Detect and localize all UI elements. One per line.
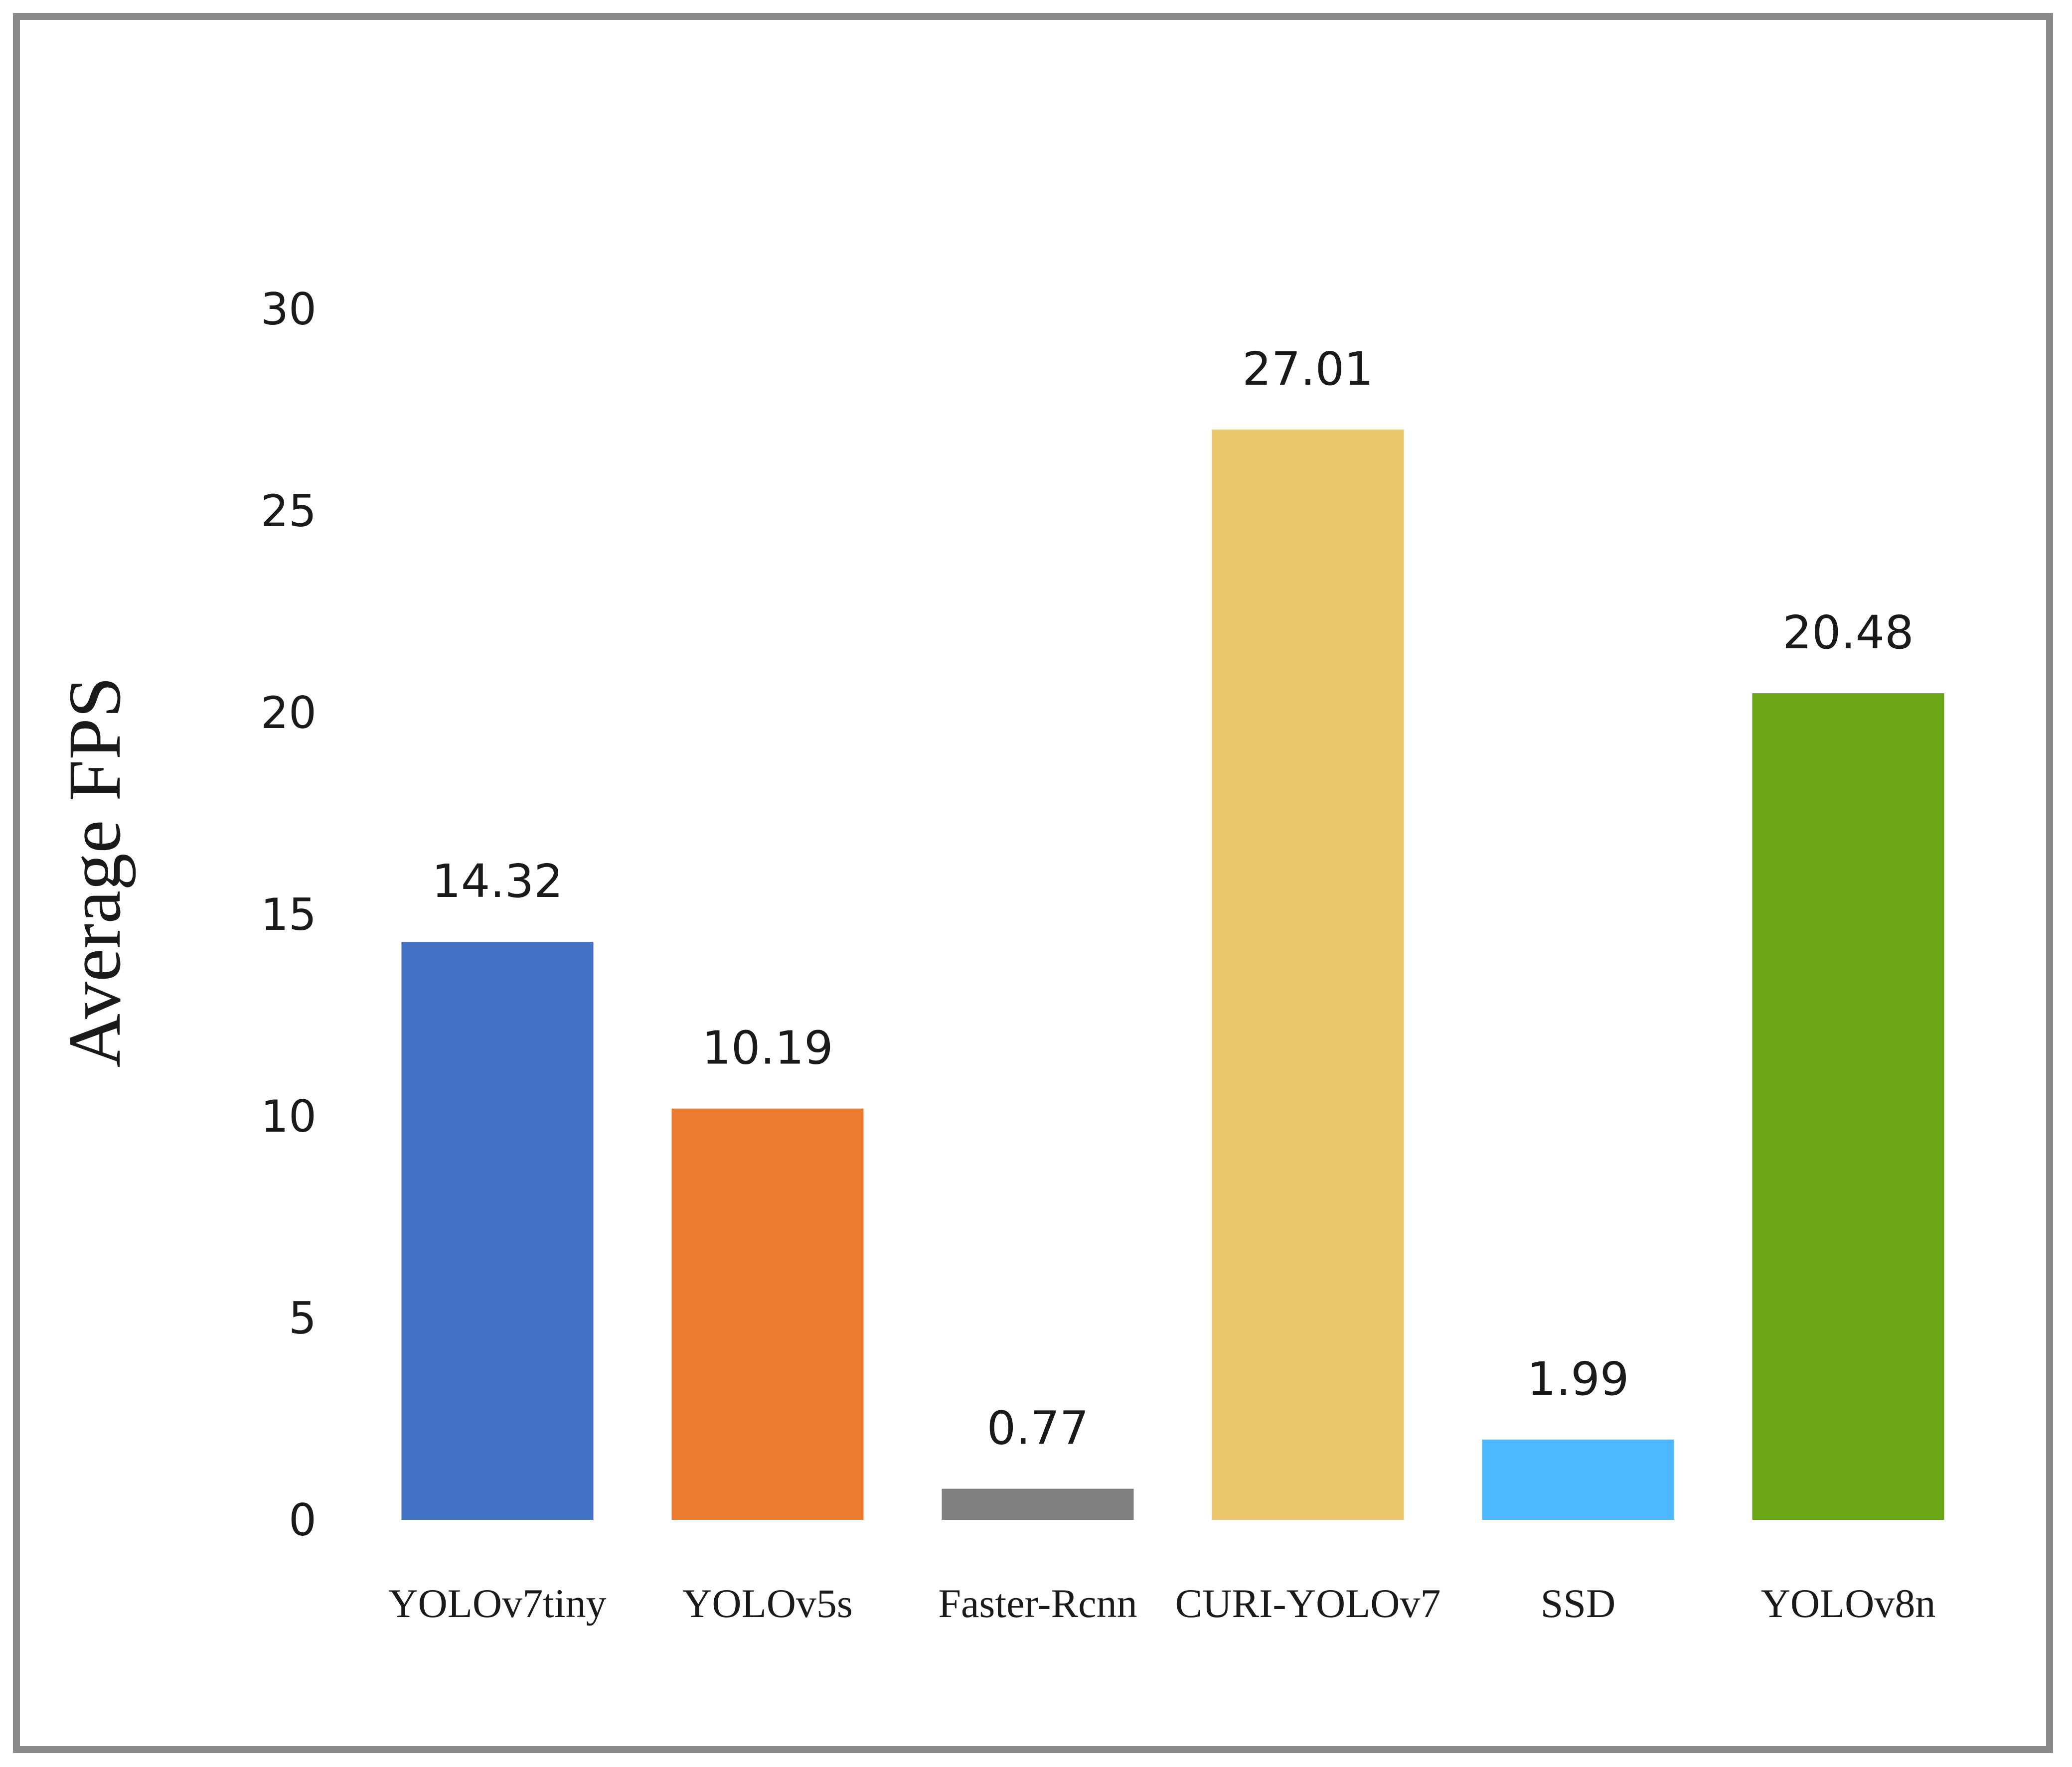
x-tick-label: YOLOv8n xyxy=(1761,1581,1936,1626)
y-tick-label: 30 xyxy=(261,284,317,335)
data-label: 14.32 xyxy=(432,855,563,908)
data-label: 27.01 xyxy=(1242,342,1373,396)
x-tick-label: YOLOv7tiny xyxy=(388,1581,606,1626)
bar-yolov8n xyxy=(1752,693,1944,1520)
bars xyxy=(401,430,1944,1520)
data-label: 20.48 xyxy=(1782,606,1913,659)
bar-faster-rcnn xyxy=(942,1488,1134,1520)
y-axis-ticks: 0 5 10 15 20 25 30 xyxy=(261,284,317,1546)
x-tick-label: SSD xyxy=(1541,1581,1615,1626)
data-label: 0.77 xyxy=(987,1402,1089,1455)
y-tick-label: 10 xyxy=(261,1091,317,1142)
x-axis-labels: YOLOv7tiny YOLOv5s Faster-Rcnn CURI-YOLOv7 S… xyxy=(388,1581,1935,1626)
bar-yolov7tiny xyxy=(401,942,594,1520)
y-tick-label: 0 xyxy=(289,1494,317,1546)
bar-curi-yolov7 xyxy=(1212,430,1404,1520)
x-tick-label: CURI-YOLOv7 xyxy=(1175,1581,1441,1626)
data-label: 1.99 xyxy=(1527,1352,1629,1406)
data-label: 10.19 xyxy=(702,1022,833,1075)
data-labels: 14.32 10.19 0.77 27.01 1.99 20.48 xyxy=(432,342,1913,1455)
x-tick-label: Faster-Rcnn xyxy=(938,1581,1137,1626)
bar-ssd xyxy=(1482,1439,1674,1520)
figure-frame xyxy=(13,13,2053,1753)
y-tick-label: 25 xyxy=(261,485,317,537)
y-axis-title: Average FPS xyxy=(53,677,136,1068)
y-tick-label: 5 xyxy=(289,1293,317,1344)
bar-yolov5s xyxy=(671,1108,864,1520)
y-tick-label: 15 xyxy=(261,889,317,940)
x-tick-label: YOLOv5s xyxy=(682,1581,853,1626)
y-tick-label: 20 xyxy=(261,687,317,738)
